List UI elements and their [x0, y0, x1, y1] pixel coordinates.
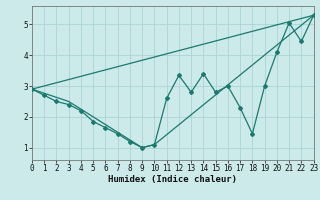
X-axis label: Humidex (Indice chaleur): Humidex (Indice chaleur) — [108, 175, 237, 184]
